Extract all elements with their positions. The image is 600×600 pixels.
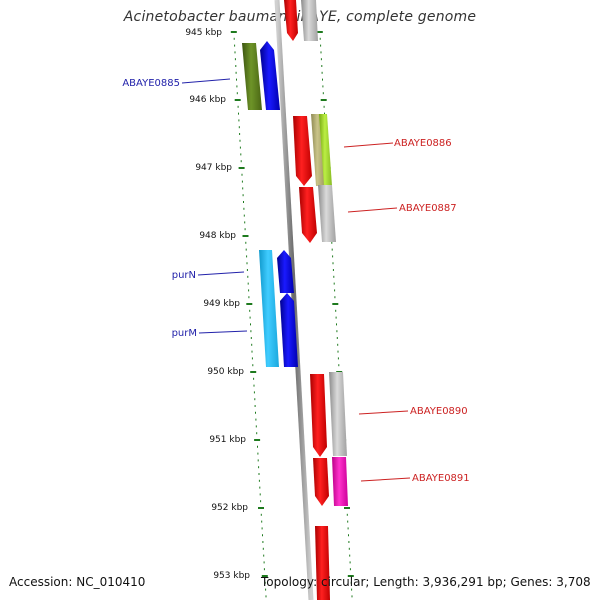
gene-abaye0885[interactable] [242,43,262,110]
gene-reverse-lightgreen[interactable] [319,114,332,186]
label-abaye0887[interactable]: ABAYE0887 [399,203,457,214]
ruler-label-946: 946 kbp [189,95,226,105]
ruler-labels: 945 kbp 946 kbp 947 kbp 948 kbp 949 kbp … [185,28,250,581]
gene-forward-blue-2[interactable] [277,250,294,293]
label-abaye0891[interactable]: ABAYE0891 [412,473,470,484]
gene-purm[interactable] [280,293,298,367]
label-abaye0885[interactable]: ABAYE0885 [122,78,180,89]
accession-text: Accession: NC_010410 [9,575,146,589]
label-abaye0890[interactable]: ABAYE0890 [410,406,468,417]
leader-abaye0890 [358,410,409,415]
leader-purm [198,330,248,334]
gene-abaye0891[interactable] [332,457,348,506]
gene-reverse-red-bottom[interactable] [315,526,330,600]
gene-reverse-red-top[interactable] [284,0,298,41]
gene-abaye0886[interactable] [293,116,312,186]
ruler-label-953: 953 kbp [213,571,250,581]
gene-purn[interactable] [259,250,279,367]
gene-abaye0887[interactable] [299,187,317,243]
gene-abaye0891-red[interactable] [313,458,329,506]
label-purm[interactable]: purM [172,328,197,339]
leader-abaye0887 [347,207,398,213]
ruler-label-952: 952 kbp [211,503,248,513]
ruler-label-945: 945 kbp [185,28,222,38]
ruler-label-951: 951 kbp [209,435,246,445]
gene-forward-blue-1[interactable] [260,41,280,110]
ruler-label-948: 948 kbp [199,231,236,241]
genome-backbone [274,0,314,600]
leader-abaye0891 [360,477,411,482]
gene-reverse-grey-3[interactable] [329,372,347,456]
gene-reverse-grey-top[interactable] [301,0,318,41]
ruler-label-947: 947 kbp [195,163,232,173]
label-abaye0886[interactable]: ABAYE0886 [394,138,452,149]
label-purn[interactable]: purN [172,270,196,281]
label-leaders [181,78,411,482]
gene-reverse-olive[interactable] [311,114,325,186]
forward-strand-genes [242,41,298,367]
reverse-strand-genes [284,0,348,600]
topology-text: Topology: circular; Length: 3,936,291 bp… [261,575,591,589]
gene-reverse-grey-2[interactable] [318,185,336,242]
leader-abaye0885 [181,78,231,84]
ruler-label-950: 950 kbp [207,367,244,377]
leader-abaye0886 [343,142,394,148]
ruler-label-949: 949 kbp [203,299,240,309]
leader-purn [197,271,245,276]
gene-abaye0890[interactable] [310,374,327,457]
map-title: Acinetobacter baumannii AYE, complete ge… [123,9,477,25]
gene-labels: ABAYE0885 purN purM ABAYE0886 ABAYE0887 … [122,78,469,484]
